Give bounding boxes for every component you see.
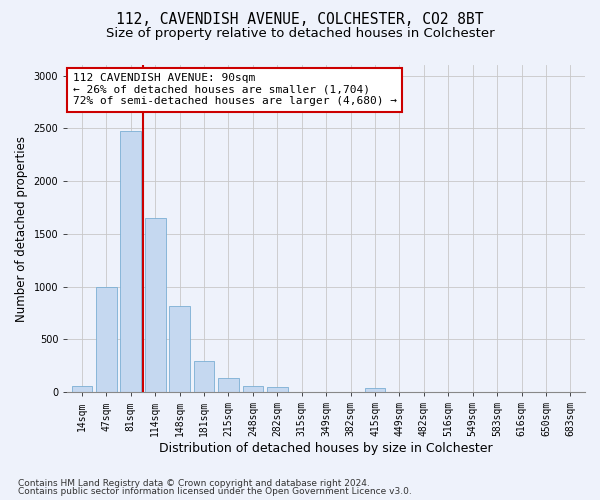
Bar: [96, 286, 117, 392]
Text: 112, CAVENDISH AVENUE, COLCHESTER, CO2 8BT: 112, CAVENDISH AVENUE, COLCHESTER, CO2 8…: [116, 12, 484, 28]
Bar: [121, 132, 141, 392]
Text: Contains HM Land Registry data © Crown copyright and database right 2024.: Contains HM Land Registry data © Crown c…: [18, 478, 370, 488]
Text: 112 CAVENDISH AVENUE: 90sqm
← 26% of detached houses are smaller (1,704)
72% of : 112 CAVENDISH AVENUE: 90sqm ← 26% of det…: [73, 73, 397, 106]
Bar: [194, 360, 214, 392]
Text: Contains public sector information licensed under the Open Government Licence v3: Contains public sector information licen…: [18, 487, 412, 496]
Text: Size of property relative to detached houses in Colchester: Size of property relative to detached ho…: [106, 28, 494, 40]
X-axis label: Distribution of detached houses by size in Colchester: Distribution of detached houses by size …: [160, 442, 493, 455]
Y-axis label: Number of detached properties: Number of detached properties: [15, 136, 28, 322]
Bar: [267, 388, 288, 392]
Bar: [365, 388, 385, 392]
Bar: [169, 306, 190, 392]
Bar: [145, 218, 166, 392]
Bar: [218, 378, 239, 392]
Bar: [242, 386, 263, 392]
Bar: [71, 386, 92, 392]
